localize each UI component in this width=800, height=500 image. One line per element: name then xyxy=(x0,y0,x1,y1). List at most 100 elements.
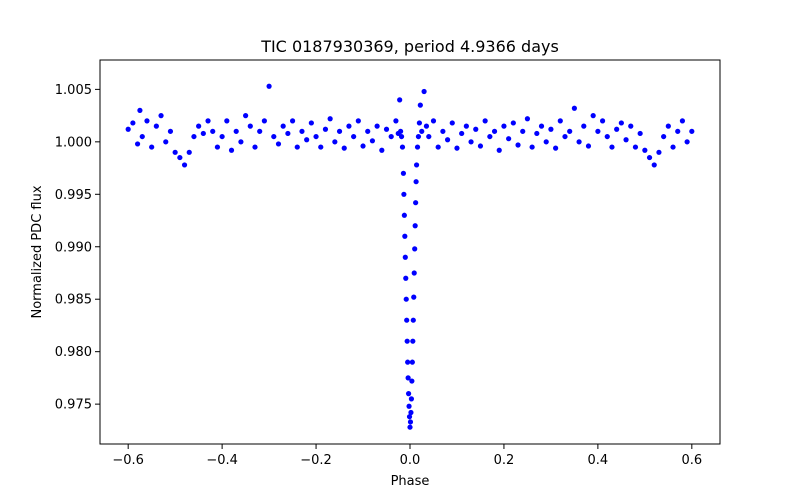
data-point xyxy=(271,133,277,140)
data-point xyxy=(510,120,516,126)
data-point xyxy=(463,123,469,129)
data-point xyxy=(266,83,272,89)
data-point xyxy=(228,147,235,153)
data-point xyxy=(412,246,418,252)
data-point xyxy=(406,414,413,420)
data-point xyxy=(261,118,267,124)
data-point xyxy=(548,126,554,132)
data-point xyxy=(388,133,394,140)
data-point xyxy=(473,126,479,132)
data-point xyxy=(520,128,526,134)
data-point xyxy=(642,147,648,153)
data-point xyxy=(675,128,681,134)
data-point xyxy=(408,396,415,402)
data-point xyxy=(401,191,407,197)
data-point xyxy=(651,162,657,168)
data-point xyxy=(459,130,465,137)
data-point xyxy=(689,128,695,134)
data-point xyxy=(618,120,624,126)
data-point xyxy=(177,154,183,161)
y-tick-label: 1.005 xyxy=(55,83,92,98)
data-point xyxy=(294,144,300,150)
data-point xyxy=(684,139,690,145)
data-point xyxy=(637,130,643,137)
data-point xyxy=(679,118,686,124)
data-point xyxy=(415,133,422,140)
data-point xyxy=(318,144,324,150)
data-point xyxy=(411,270,417,276)
data-point xyxy=(571,105,577,111)
data-point xyxy=(346,123,352,129)
data-point xyxy=(403,275,409,281)
data-point xyxy=(402,233,408,239)
data-point xyxy=(400,170,407,176)
data-point xyxy=(411,294,417,300)
data-point xyxy=(403,296,409,302)
data-point xyxy=(360,143,366,149)
data-point xyxy=(670,144,676,150)
data-point xyxy=(408,409,414,416)
data-point xyxy=(538,123,545,129)
y-axis-ticks: 0.975 0.980 0.985 0.990 0.995 1.000 1.005 xyxy=(55,83,100,413)
x-tick-label: 0.4 xyxy=(588,453,609,468)
data-point xyxy=(534,130,540,137)
data-points xyxy=(125,83,695,430)
data-point xyxy=(313,133,319,140)
data-point xyxy=(405,391,412,397)
data-point xyxy=(417,102,423,108)
data-point xyxy=(419,128,425,134)
y-tick-label: 1.000 xyxy=(55,135,92,150)
y-tick-label: 0.985 xyxy=(55,293,92,308)
data-point xyxy=(172,149,178,155)
x-tick-label: −0.2 xyxy=(300,453,332,468)
data-point xyxy=(599,118,606,124)
data-point xyxy=(449,120,455,126)
data-point xyxy=(405,375,411,381)
data-point xyxy=(421,88,427,95)
data-point xyxy=(567,128,573,134)
data-point xyxy=(401,212,407,218)
data-point xyxy=(496,147,502,153)
data-point xyxy=(454,145,460,151)
data-point xyxy=(219,133,225,140)
data-point xyxy=(423,123,430,129)
data-point xyxy=(406,403,412,409)
data-point xyxy=(398,128,404,134)
data-point xyxy=(477,143,484,149)
data-point xyxy=(365,128,371,134)
data-point xyxy=(661,133,667,140)
data-point xyxy=(623,137,629,143)
y-tick-label: 0.995 xyxy=(55,188,92,203)
data-point xyxy=(440,128,446,134)
data-point xyxy=(604,133,610,140)
data-point xyxy=(407,419,414,425)
data-point xyxy=(628,123,634,129)
data-point xyxy=(158,113,164,119)
data-point xyxy=(139,133,145,140)
data-point xyxy=(125,126,131,132)
data-point xyxy=(355,118,361,124)
x-tick-label: 0.0 xyxy=(400,453,421,468)
data-point xyxy=(397,97,403,103)
data-point xyxy=(238,139,244,145)
data-point xyxy=(515,142,521,148)
data-point xyxy=(576,139,582,145)
data-point xyxy=(656,149,662,155)
data-point xyxy=(374,123,380,129)
data-point xyxy=(632,144,639,150)
x-axis-label: Phase xyxy=(391,474,430,489)
x-tick-label: −0.6 xyxy=(112,453,144,468)
data-point xyxy=(181,162,188,168)
data-point xyxy=(144,118,150,124)
data-point xyxy=(487,133,493,140)
data-point xyxy=(405,359,411,365)
data-point xyxy=(409,359,415,365)
data-point xyxy=(224,118,230,124)
data-point xyxy=(399,144,406,150)
data-point xyxy=(149,144,155,150)
data-point xyxy=(130,120,136,126)
x-axis-ticks: −0.6 −0.4 −0.2 0.0 0.2 0.4 0.6 xyxy=(112,444,702,468)
data-point xyxy=(413,162,420,168)
data-point xyxy=(416,120,422,126)
